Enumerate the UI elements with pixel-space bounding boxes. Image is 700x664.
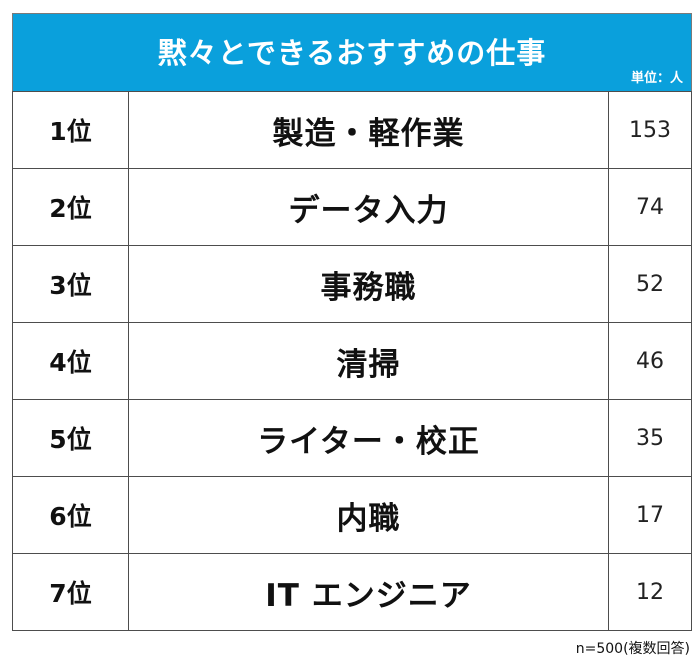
value-cell: 17 [608, 476, 692, 554]
job-cell: ライター・校正 [128, 399, 609, 477]
table-row: 4位 清掃 46 [12, 322, 692, 400]
rank-cell: 3位 [12, 245, 129, 323]
table-header: 黙々とできるおすすめの仕事 単位：人 [12, 13, 692, 91]
rank-cell: 4位 [12, 322, 129, 400]
table-row: 2位 データ入力 74 [12, 168, 692, 246]
value-cell: 153 [608, 91, 692, 169]
job-cell: 内職 [128, 476, 609, 554]
table-row: 6位 内職 17 [12, 476, 692, 554]
job-cell: IT エンジニア [128, 553, 609, 631]
rank-cell: 1位 [12, 91, 129, 169]
ranking-table-container: 黙々とできるおすすめの仕事 単位：人 1位 製造・軽作業 153 2位 データ入力 74 3… [12, 13, 692, 631]
table-title: 黙々とできるおすすめの仕事 [157, 36, 547, 70]
value-cell: 12 [608, 553, 692, 631]
table-row: 1位 製造・軽作業 153 [12, 91, 692, 169]
job-cell: 事務職 [128, 245, 609, 323]
unit-label: 単位：人 [630, 71, 683, 86]
job-cell: 清掃 [128, 322, 609, 400]
rank-cell: 5位 [12, 399, 129, 477]
value-cell: 46 [608, 322, 692, 400]
rank-cell: 6位 [12, 476, 129, 554]
value-cell: 35 [608, 399, 692, 477]
sample-note: n=500(複数回答) [575, 641, 690, 657]
rank-cell: 7位 [12, 553, 129, 631]
ranking-table: 1位 製造・軽作業 153 2位 データ入力 74 3位 事務職 52 4位 清掃 46 5位 ライター・… [12, 91, 692, 631]
table-row: 7位 IT エンジニア 12 [12, 553, 692, 631]
value-cell: 52 [608, 245, 692, 323]
rank-cell: 2位 [12, 168, 129, 246]
job-cell: データ入力 [128, 168, 609, 246]
table-row: 5位 ライター・校正 35 [12, 399, 692, 477]
job-cell: 製造・軽作業 [128, 91, 609, 169]
table-row: 3位 事務職 52 [12, 245, 692, 323]
value-cell: 74 [608, 168, 692, 246]
